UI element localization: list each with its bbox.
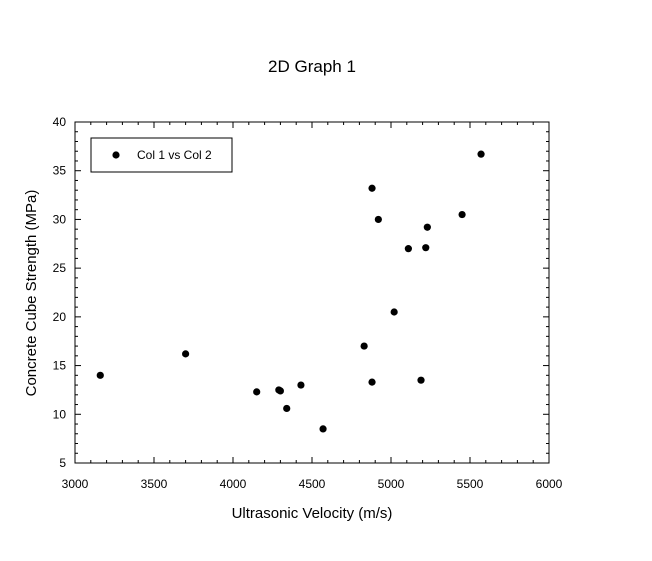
data-point bbox=[423, 223, 431, 231]
data-point bbox=[368, 378, 376, 386]
y-tick-label: 15 bbox=[53, 359, 67, 373]
data-point bbox=[404, 245, 412, 253]
data-point bbox=[458, 210, 466, 219]
data-point bbox=[422, 244, 430, 252]
y-tick-label: 5 bbox=[59, 456, 66, 470]
x-tick-label: 4500 bbox=[299, 477, 326, 491]
data-point bbox=[96, 371, 104, 379]
data-point bbox=[360, 342, 368, 350]
data-point bbox=[182, 350, 190, 358]
x-tick-label: 5500 bbox=[457, 477, 484, 491]
data-point bbox=[390, 308, 398, 316]
x-tick-label: 3000 bbox=[62, 477, 89, 491]
legend-marker bbox=[112, 151, 120, 159]
x-tick-label: 6000 bbox=[536, 477, 563, 491]
y-axis-tick-labels: 5 10 15 20 25 30 35 40 bbox=[53, 115, 67, 470]
data-point bbox=[417, 376, 425, 384]
chart-title: 2D Graph 1 bbox=[268, 57, 356, 76]
data-point bbox=[283, 404, 291, 413]
data-points bbox=[96, 150, 485, 433]
x-axis-tick-labels: 3000 3500 4000 4500 5000 5500 6000 bbox=[62, 477, 563, 491]
data-point bbox=[374, 215, 382, 224]
y-axis-ticks bbox=[75, 121, 549, 464]
data-point bbox=[477, 150, 485, 158]
x-axis-label: Ultrasonic Velocity (m/s) bbox=[232, 505, 393, 522]
y-tick-label: 35 bbox=[53, 164, 67, 178]
y-tick-label: 20 bbox=[53, 310, 67, 324]
data-point bbox=[319, 425, 327, 433]
y-tick-label: 25 bbox=[53, 261, 67, 275]
y-axis-label: Concrete Cube Strength (MPa) bbox=[23, 190, 40, 397]
data-point bbox=[368, 184, 376, 192]
x-tick-label: 3500 bbox=[141, 477, 168, 491]
data-point bbox=[276, 387, 284, 395]
y-tick-label: 40 bbox=[53, 115, 67, 129]
legend-label: Col 1 vs Col 2 bbox=[137, 148, 212, 162]
data-point bbox=[253, 388, 261, 396]
x-tick-label: 4000 bbox=[220, 477, 247, 491]
y-tick-label: 30 bbox=[53, 212, 67, 226]
legend: Col 1 vs Col 2 bbox=[90, 137, 233, 173]
y-tick-label: 10 bbox=[53, 407, 67, 421]
x-tick-label: 5000 bbox=[378, 477, 405, 491]
data-point bbox=[297, 381, 305, 389]
x-axis-ticks bbox=[74, 122, 550, 463]
plot-area-frame bbox=[74, 121, 550, 464]
